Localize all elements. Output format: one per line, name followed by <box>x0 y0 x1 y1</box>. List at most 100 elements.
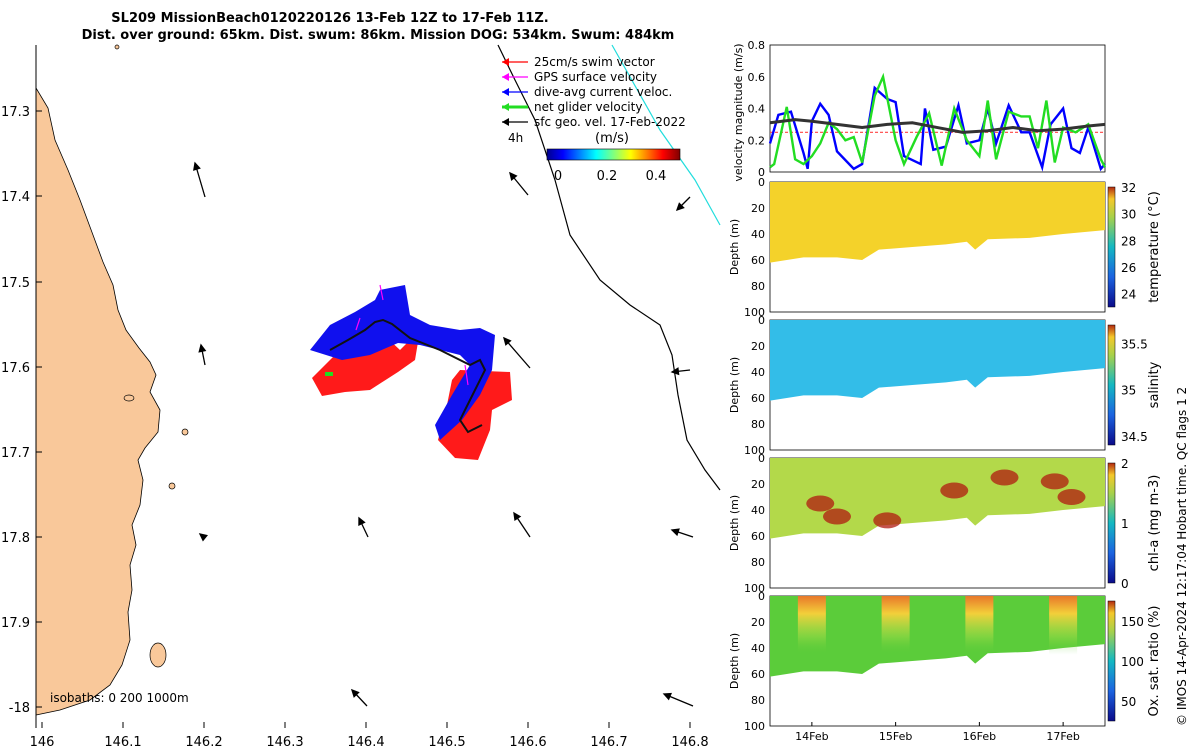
chl-patch <box>806 495 835 512</box>
depth-tick-label: 100 <box>744 720 765 733</box>
map-y-tick-label: -18 <box>9 701 30 716</box>
current-velocity-band <box>310 285 495 440</box>
map-y-tick-label: 17.8 <box>1 531 30 546</box>
geo-arrowhead <box>670 528 680 537</box>
legend-arrowhead <box>502 103 509 111</box>
depth-axis-label: Depth (m) <box>728 219 741 275</box>
velocity-series <box>769 118 1106 134</box>
gps-surface-velocity <box>355 284 469 386</box>
colorbar-tick-label: 2 <box>1121 457 1129 471</box>
map-x-tick-label: 146.4 <box>347 735 384 750</box>
map-x-tick-label: 146 <box>30 735 55 750</box>
legend-label: 25cm/s swim vector <box>534 55 655 69</box>
map-y-tick-label: 17.5 <box>1 276 30 291</box>
island <box>123 394 135 402</box>
legend-label: dive-avg current veloc. <box>534 85 672 99</box>
geo-arrowhead <box>670 367 680 376</box>
map-y-tick-label: 17.7 <box>1 446 30 461</box>
depth-tick-label: 40 <box>751 642 765 655</box>
map-x-tick-label: 146.1 <box>104 735 141 750</box>
depth-axis-label: Depth (m) <box>728 357 741 413</box>
title-line2: Dist. over ground: 65km. Dist. swum: 86k… <box>82 28 675 43</box>
chl-patch <box>823 508 851 525</box>
map-y-tick-label: 17.6 <box>1 361 30 376</box>
heatmap-fill <box>770 182 1105 263</box>
time-tick-label: 14Feb <box>795 730 828 743</box>
depth-tick-label: 0 <box>758 176 765 189</box>
map-y-tick-label: 17.4 <box>1 190 30 205</box>
coastline-land <box>35 45 161 716</box>
speed-colorbar-ticks: 0 0.2 0.4 <box>554 169 666 184</box>
imos-watermark: © IMOS 14-Apr-2024 12:17:04 Hobart time.… <box>1175 387 1189 726</box>
depth-tick-label: 100 <box>744 582 765 595</box>
colorbar-tick-label: 26 <box>1121 261 1136 275</box>
colorbar-label: temperature (°C) <box>1147 191 1162 303</box>
depth-tick-label: 80 <box>751 556 765 569</box>
velocity-series <box>768 85 1106 172</box>
time-tick-label: 16Feb <box>963 730 996 743</box>
legend-label: sfc geo. vel. 17-Feb-2022 <box>534 115 686 129</box>
heatmap-fill <box>770 320 1105 401</box>
geo-arrowhead <box>503 336 512 346</box>
map-y-tick-label: 17.9 <box>1 616 30 631</box>
map-x-tick-label: 146.3 <box>266 735 303 750</box>
depth-tick-label: 60 <box>751 668 765 681</box>
colorbar-label: Ox. sat. ratio (%) <box>1147 606 1162 717</box>
geo-arrowhead <box>350 688 360 698</box>
colorbar-tick-label: 28 <box>1121 234 1136 248</box>
speed-colorbar-title: (m/s) <box>595 131 629 146</box>
geo-arrowhead <box>675 202 685 212</box>
speed-colorbar-tick-label: 0.2 <box>597 169 618 184</box>
depth-tick-label: 60 <box>751 392 765 405</box>
map-x-tick-label: 146.7 <box>590 735 627 750</box>
depth-axis-label: Depth (m) <box>728 495 741 551</box>
speed-colorbar-tick-label: 0 <box>554 169 562 184</box>
velocity-y-tick-label: 0.2 <box>748 134 766 147</box>
heatmap-fill <box>770 458 1105 539</box>
chl-patch <box>873 512 902 529</box>
map-x-tick-label: 146.8 <box>671 735 708 750</box>
depth-tick-label: 0 <box>758 452 765 465</box>
depth-tick-label: 40 <box>751 228 765 241</box>
velocity-series <box>769 72 1107 169</box>
colorbar-tick-label: 24 <box>1121 288 1136 302</box>
depth-tick-label: 60 <box>751 530 765 543</box>
depth-tick-label: 20 <box>751 616 765 629</box>
colorbar-tick-label: 32 <box>1121 181 1136 195</box>
velocity-y-tick-label: 0.4 <box>748 103 766 116</box>
time-tick-label: 15Feb <box>879 730 912 743</box>
map-x-ticks: 146 146.1 146.2 146.3 146.4 146.5 146.6 146.7 14… <box>30 722 709 750</box>
time-tick-label: 17Feb <box>1046 730 1079 743</box>
legend-arrowhead <box>502 88 509 96</box>
colorbar-tick-label: 1 <box>1121 517 1129 531</box>
colorbar-tick-label: 35 <box>1121 384 1136 398</box>
net-velocity-mark <box>325 372 333 376</box>
map-x-tick-label: 146.2 <box>185 735 222 750</box>
map-x-tick-label: 146.6 <box>509 735 546 750</box>
geo-arrowhead <box>358 516 366 527</box>
speed-colorbar <box>546 148 681 161</box>
legend-time-label: 4h <box>508 131 523 145</box>
island <box>114 44 120 50</box>
geo-arrowhead <box>509 171 518 181</box>
depth-tick-label: 60 <box>751 254 765 267</box>
depth-tick-label: 0 <box>758 314 765 327</box>
legend-arrowhead <box>502 58 509 66</box>
depth-tick-label: 0 <box>758 590 765 603</box>
colorbar <box>1107 600 1116 722</box>
depth-tick-label: 40 <box>751 504 765 517</box>
geo-arrowhead <box>513 511 522 522</box>
depth-tick-label: 20 <box>751 340 765 353</box>
depth-tick-label: 80 <box>751 280 765 293</box>
velocity-y-tick-label: 0.8 <box>748 39 766 52</box>
velocity-y-tick-label: 0.6 <box>748 71 766 84</box>
colorbar <box>1107 186 1116 308</box>
chl-patch <box>990 469 1019 486</box>
title-line1: SL209 MissionBeach0120220126 13-Feb 12Z … <box>111 11 548 26</box>
geo-arrowhead <box>193 161 201 171</box>
depth-tick-label: 100 <box>744 306 765 319</box>
map-y-ticks: 17.3 17.4 17.5 17.6 17.7 17.8 17.9 -18 <box>1 105 42 716</box>
oxygen-peak <box>965 596 994 655</box>
colorbar-tick-label: 34.5 <box>1121 430 1148 444</box>
